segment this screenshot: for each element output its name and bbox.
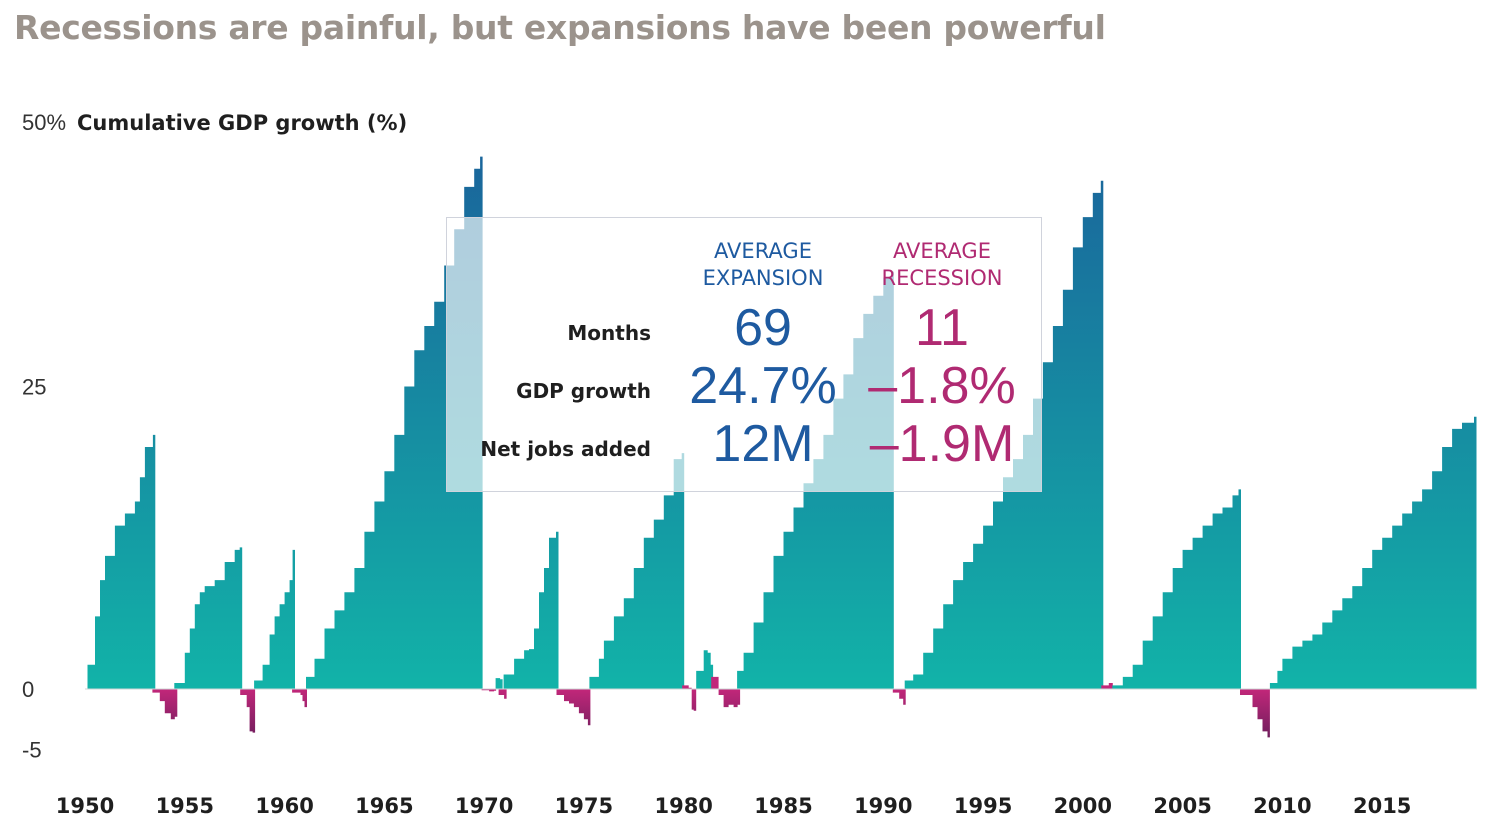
- x-tick-label: 2015: [1353, 794, 1411, 818]
- expansion-gdp-growth-value: 24.7%: [689, 357, 837, 415]
- recession-area-5: [292, 689, 307, 708]
- y-axis-label: Cumulative GDP growth (%): [77, 111, 407, 135]
- expansion-area-2: [174, 547, 243, 689]
- expansion-area-14: [696, 650, 714, 689]
- averages-panel: AVERAGE EXPANSION AVERAGE RECESSION Mont…: [446, 217, 1042, 492]
- expansion-area-18: [904, 180, 1104, 690]
- average-expansion-header-line1: AVERAGE: [714, 239, 812, 263]
- recession-area-9: [498, 689, 507, 699]
- y-axis-ticks: 50% 25 0 -5: [22, 110, 66, 763]
- expansion-area-10: [503, 531, 559, 689]
- average-recession-header-line2: RECESSION: [881, 266, 1003, 290]
- x-tick-label: 1955: [156, 794, 214, 818]
- average-expansion-header: AVERAGE EXPANSION: [663, 238, 863, 292]
- recession-area-11: [556, 689, 591, 726]
- recession-area-21: [1240, 689, 1270, 738]
- x-axis-ticks: 1950 1955 1960 1965 1970 1975 1980 1985 1990 1995…: [56, 794, 1412, 818]
- average-expansion-header-line2: EXPANSION: [702, 266, 824, 290]
- x-tick-label: 2005: [1153, 794, 1211, 818]
- x-tick-label: 1965: [355, 794, 413, 818]
- recession-months-value: 11: [915, 299, 969, 357]
- recession-area-15: [711, 676, 741, 708]
- x-tick-label: 1970: [455, 794, 513, 818]
- recession-area-19: [1101, 683, 1116, 689]
- average-recession-header: AVERAGE RECESSION: [842, 238, 1042, 292]
- row-label-gdp-growth: GDP growth: [516, 379, 651, 403]
- x-tick-label: 1990: [854, 794, 912, 818]
- expansion-net-jobs-value: 12M: [712, 415, 814, 473]
- expansion-area-20: [1112, 489, 1241, 689]
- x-tick-label: 1975: [555, 794, 613, 818]
- expansion-area-22: [1269, 416, 1477, 689]
- expansion-months-value: 69: [734, 299, 792, 357]
- recession-area-3: [240, 689, 256, 733]
- expansion-area-8: [495, 678, 503, 689]
- recession-net-jobs-value: –1.9M: [869, 415, 1015, 473]
- chart-title: Recessions are painful, but expansions h…: [14, 8, 1106, 47]
- recession-area-7: [481, 689, 499, 692]
- x-tick-label: 1950: [56, 794, 114, 818]
- x-tick-label: 1985: [754, 794, 812, 818]
- y-tick-label: 50%: [22, 110, 66, 135]
- x-tick-label: 1995: [954, 794, 1012, 818]
- x-tick-label: 1980: [654, 794, 712, 818]
- x-tick-label: 2010: [1253, 794, 1311, 818]
- row-label-net-jobs-added: Net jobs added: [480, 437, 651, 461]
- expansion-area-12: [589, 453, 685, 689]
- y-tick-label: -5: [22, 738, 42, 763]
- x-tick-label: 2000: [1054, 794, 1112, 818]
- y-tick-label: 25: [22, 375, 46, 400]
- recession-area-1: [152, 689, 178, 720]
- average-recession-header-line1: AVERAGE: [893, 239, 991, 263]
- row-label-months: Months: [567, 321, 651, 345]
- expansion-area-4: [254, 549, 295, 689]
- y-tick-label: 0: [22, 677, 34, 702]
- recession-area-17: [892, 689, 906, 705]
- expansion-area-6: [306, 156, 483, 690]
- recession-area-13: [682, 685, 697, 711]
- x-tick-label: 1960: [255, 794, 313, 818]
- expansion-area-0: [87, 434, 156, 689]
- recession-gdp-growth-value: –1.8%: [868, 357, 1016, 415]
